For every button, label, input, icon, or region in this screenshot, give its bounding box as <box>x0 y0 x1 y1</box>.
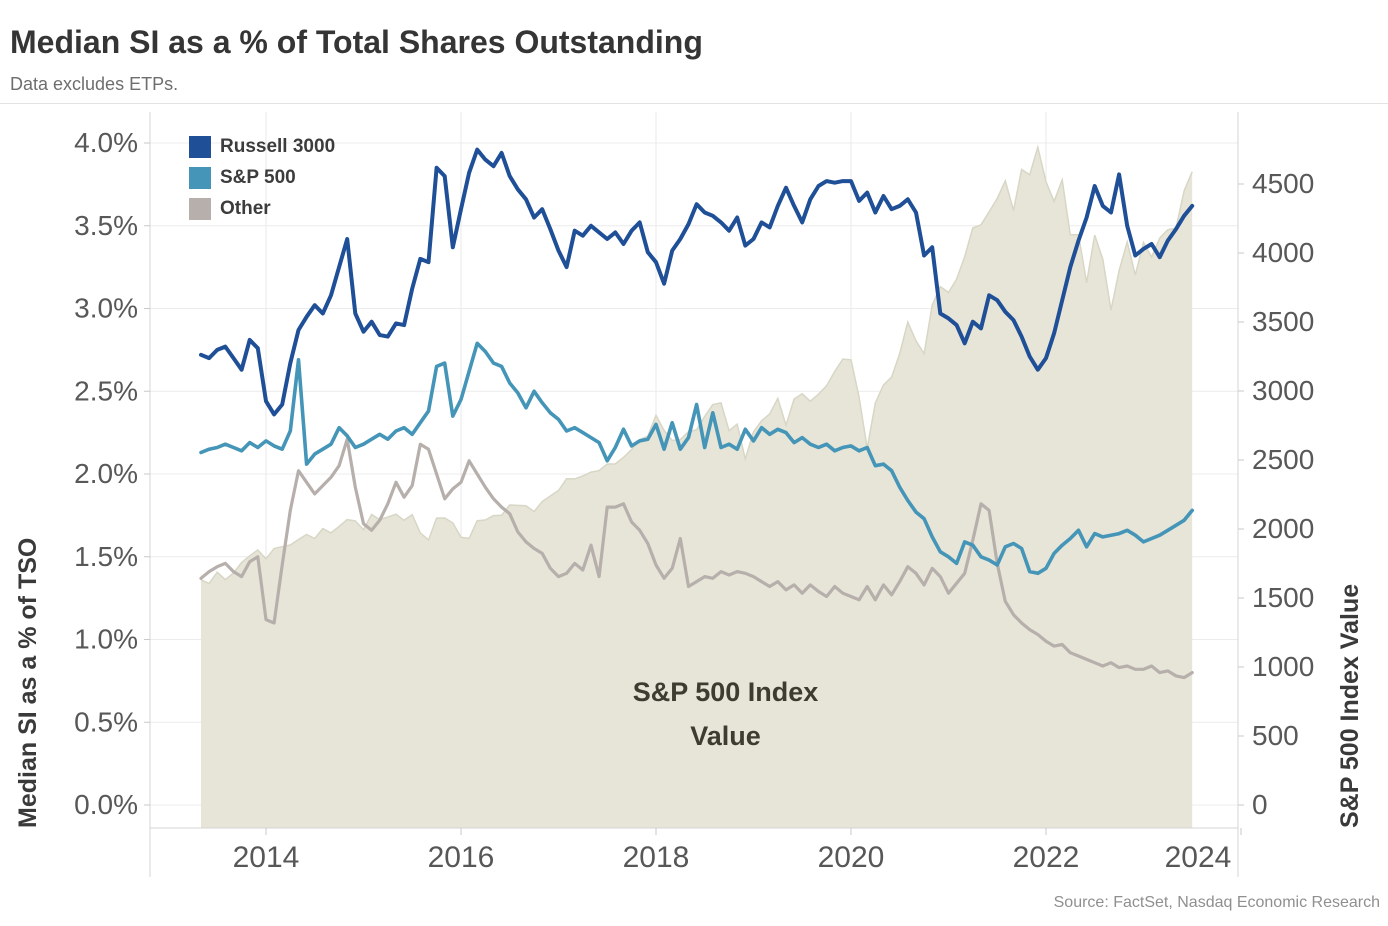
y-left-tick-label: 0.5% <box>74 706 138 737</box>
y-right-tick-label: 4500 <box>1252 168 1314 199</box>
legend: Russell 3000 S&P 500 Other <box>189 131 335 224</box>
legend-label-russell-3000: Russell 3000 <box>220 135 336 157</box>
y-left-tick-label: 3.0% <box>74 293 138 324</box>
legend-label-sp500: S&P 500 <box>220 166 296 188</box>
chart-subtitle: Data excludes ETPs. <box>10 74 179 94</box>
series-line-s-p-500[interactable] <box>199 341 1194 576</box>
y-right-tick-label: 3500 <box>1252 306 1314 337</box>
series-line-other[interactable] <box>199 437 1194 680</box>
legend-swatch-other <box>189 197 211 220</box>
legend-item-other[interactable]: Other <box>189 193 335 224</box>
y-right-tick-label: 1500 <box>1252 582 1314 613</box>
y-left-tick-label: 4.0% <box>74 127 138 158</box>
y-left-tick-label: 1.5% <box>74 541 138 572</box>
y-right-tick-label: 0 <box>1252 789 1268 820</box>
source-credit: Source: FactSet, Nasdaq Economic Researc… <box>1053 894 1380 911</box>
page-title: Median SI as a % of Total Shares Outstan… <box>10 24 703 60</box>
legend-swatch-sp500 <box>189 166 211 189</box>
series-line-russell-3000[interactable] <box>199 147 1195 417</box>
y-right-tick-label: 2000 <box>1252 513 1314 544</box>
y-right-tick-label: 500 <box>1252 720 1299 751</box>
y-left-tick-label: 2.5% <box>74 375 138 406</box>
y-right-tick-label: 3000 <box>1252 375 1314 406</box>
x-tick-label: 2014 <box>233 841 300 874</box>
x-tick-label: 2018 <box>623 841 690 874</box>
x-tick-label: 2022 <box>1013 841 1080 874</box>
x-tick-label: 2016 <box>428 841 495 874</box>
y-right-tick-label: 4000 <box>1252 237 1314 268</box>
x-tick-label: 2024 <box>1165 841 1232 874</box>
y-left-tick-label: 2.0% <box>74 458 138 489</box>
area-annotation: S&P 500 Index Value <box>553 670 898 758</box>
y-right-tick-label: 1000 <box>1252 651 1314 682</box>
y-left-tick-label: 0.0% <box>74 789 138 820</box>
legend-item-russell-3000[interactable]: Russell 3000 <box>189 131 335 162</box>
y-left-tick-label: 1.0% <box>74 624 138 655</box>
left-axis-title: Median SI as a % of TSO <box>14 537 42 828</box>
legend-label-other: Other <box>220 197 271 219</box>
legend-swatch-russell-3000 <box>189 135 211 158</box>
y-left-tick-label: 3.5% <box>74 210 138 241</box>
header-divider <box>0 103 1388 104</box>
legend-item-sp500[interactable]: S&P 500 <box>189 162 335 193</box>
x-tick-label: 2020 <box>818 841 885 874</box>
area-annotation-line2: Value <box>690 721 761 751</box>
area-annotation-line1: S&P 500 Index <box>632 677 819 707</box>
right-axis-title: S&P 500 Index Value <box>1336 583 1364 828</box>
y-right-tick-label: 2500 <box>1252 444 1314 475</box>
